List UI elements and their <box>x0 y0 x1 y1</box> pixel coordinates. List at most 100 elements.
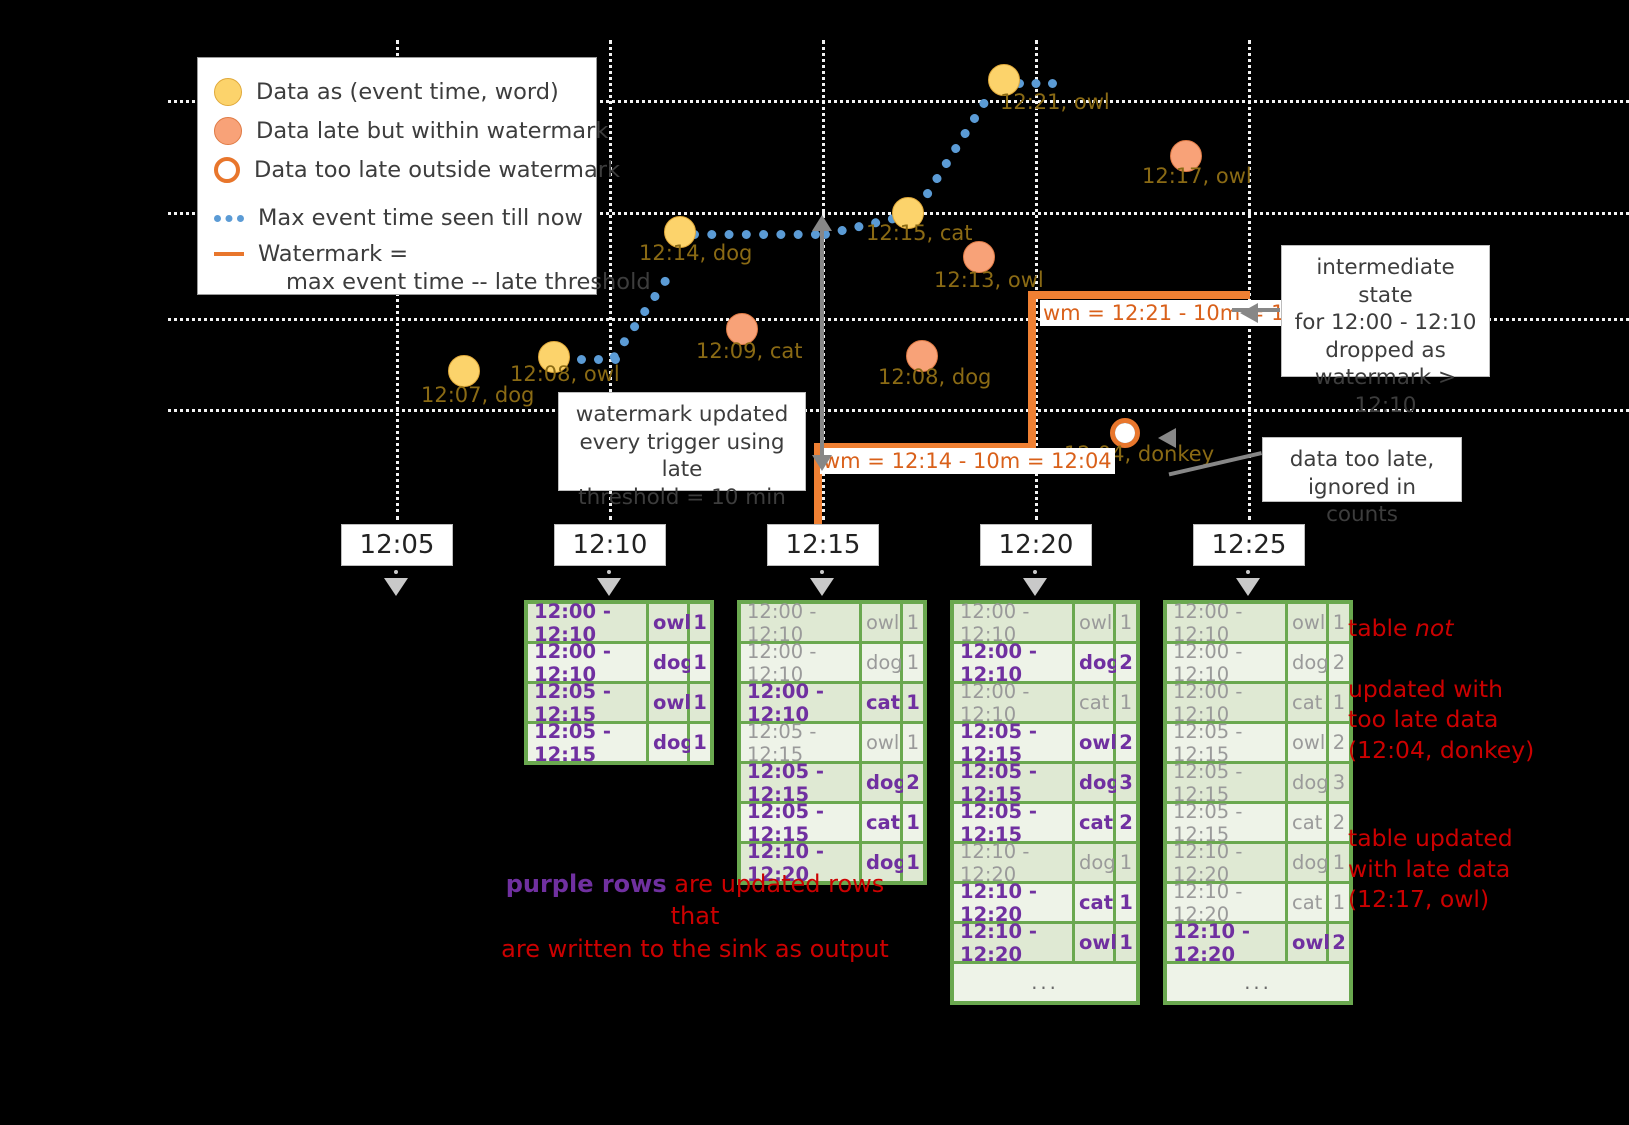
table-cell-count: 1 <box>903 804 923 841</box>
table-cell-count: 1 <box>690 684 710 721</box>
time-label-1225: 12:25 <box>1193 524 1305 566</box>
table-cell-count: 2 <box>903 764 923 801</box>
table-cell-word: dog <box>1075 764 1120 801</box>
note-purple-rows: purple rows are updated rows that are wr… <box>480 868 910 965</box>
table-cell-window: 12:00 - 12:10 <box>528 640 646 686</box>
table-cell-count: 1 <box>903 724 923 761</box>
note-purple-rest: are updated rows that are written to the… <box>501 870 889 963</box>
table-cell-window: 12:00 - 12:10 <box>741 640 859 686</box>
time-label-1205: 12:05 <box>341 524 453 566</box>
table-cell-window: 12:10 - 12:20 <box>1167 880 1285 926</box>
table-cell-word: owl <box>862 604 900 641</box>
table-cell-word: dog <box>649 644 694 681</box>
legend-label: Watermark = <box>258 241 409 267</box>
table-cell-window: 12:00 - 12:10 <box>528 600 646 646</box>
grid-hline <box>168 100 1629 103</box>
legend-item-watermark: Watermark = <box>214 239 580 269</box>
table-cell-count: 1 <box>1116 844 1136 881</box>
data-point-yellow[interactable] <box>892 197 924 229</box>
max-event-time-segment <box>1015 79 1057 88</box>
data-point-yellow[interactable] <box>988 64 1020 96</box>
table-row: ... <box>954 964 1136 1001</box>
time-label-1215: 12:15 <box>767 524 879 566</box>
table-cell-count: 2 <box>1116 804 1136 841</box>
table-cell-count: 1 <box>690 724 710 761</box>
table-cell-word: dog <box>862 644 903 681</box>
table-cell-word: cat <box>862 804 900 841</box>
note-not-updated: table not updated with too late data (12… <box>1348 582 1598 765</box>
data-point-label: 12:08, dog <box>878 365 992 389</box>
table-row: 12:00 - 12:10 dog 2 <box>1167 640 1349 686</box>
table-cell-word: owl <box>649 604 691 641</box>
table-cell-word: cat <box>1288 804 1326 841</box>
legend-label: Data late but within watermark <box>256 117 609 144</box>
table-cell-count: 2 <box>1329 724 1349 761</box>
watermark-line-horizontal <box>1028 291 1250 299</box>
table-row: 12:00 - 12:10 cat 1 <box>1167 680 1349 726</box>
legend-label: Data as (event time, word) <box>256 78 559 105</box>
data-point-late[interactable] <box>906 340 938 372</box>
table-cell-count: 2 <box>1329 644 1349 681</box>
data-point-late[interactable] <box>726 313 758 345</box>
table-row: 12:00 - 12:10 owl 1 <box>528 600 710 646</box>
table-cell-word: dog <box>1288 764 1329 801</box>
legend-item-data: Data as (event time, word) <box>214 72 580 111</box>
data-point-label: 12:14, dog <box>639 241 753 265</box>
table-row: 12:05 - 12:15 owl 1 <box>528 680 710 726</box>
callout-too-late-arrow-head <box>1158 428 1176 448</box>
table-row: 12:10 - 12:20 cat 1 <box>1167 880 1349 926</box>
watermark-line-vertical <box>814 443 822 538</box>
table-cell-window: 12:05 - 12:15 <box>741 800 859 846</box>
table-cell-word: owl <box>862 724 900 761</box>
table-cell-count: 1 <box>690 644 710 681</box>
trigger-arrow-head-down <box>812 455 832 471</box>
table-cell-word: dog <box>1075 844 1116 881</box>
table-cell-word: dog <box>862 764 907 801</box>
grid-vline <box>609 40 612 520</box>
table-cell-window: 12:05 - 12:15 <box>1167 800 1285 846</box>
legend-item-too-late: Data too late outside watermark <box>214 150 620 189</box>
result-table-1225: 12:00 - 12:10 owl 1 12:00 - 12:10 dog 2 12:00 … <box>1163 600 1353 1005</box>
table-cell-count: 1 <box>1329 844 1349 881</box>
table-row: 12:05 - 12:15 dog 2 <box>741 760 923 806</box>
table-cell-word: owl <box>1288 924 1330 961</box>
table-cell-window: 12:10 - 12:20 <box>741 840 859 886</box>
data-point-label: 12:09, cat <box>696 339 803 363</box>
table-row: 12:05 - 12:15 cat 2 <box>1167 800 1349 846</box>
data-point-late[interactable] <box>963 241 995 273</box>
table-cell-window: 12:10 - 12:20 <box>954 840 1072 886</box>
data-point-label: 12:21, owl <box>1000 90 1110 114</box>
data-point-late[interactable] <box>1170 140 1202 172</box>
table-cell-window: 12:00 - 12:10 <box>1167 600 1285 646</box>
table-row: 12:00 - 12:10 owl 1 <box>1167 600 1349 646</box>
table-row: 12:00 - 12:10 owl 1 <box>954 600 1136 646</box>
table-cell-window: 12:00 - 12:10 <box>954 600 1072 646</box>
table-cell-word: cat <box>1075 884 1113 921</box>
table-cell-window: 12:00 - 12:10 <box>954 640 1072 686</box>
max-event-time-segment <box>560 355 620 364</box>
table-cell-count: 1 <box>1116 684 1136 721</box>
data-point-too-late[interactable] <box>1110 418 1140 448</box>
table-cell-count: 1 <box>1116 884 1136 921</box>
table-cell-count: 1 <box>903 644 923 681</box>
table-row: 12:05 - 12:15 owl 1 <box>741 720 923 766</box>
trigger-arrow-head <box>812 215 832 231</box>
table-cell-count: 1 <box>1329 684 1349 721</box>
table-cell-window: 12:00 - 12:10 <box>1167 640 1285 686</box>
table-cell-window: 12:00 - 12:10 <box>954 680 1072 726</box>
data-point-yellow[interactable] <box>664 216 696 248</box>
data-point-label: 12:17, owl <box>1142 164 1252 188</box>
data-point-yellow[interactable] <box>448 355 480 387</box>
table-cell-count: 1 <box>1329 604 1349 641</box>
table-row: 12:00 - 12:10 cat 1 <box>741 680 923 726</box>
watermark-line-vertical <box>1028 291 1036 451</box>
table-cell-word: cat <box>1288 884 1326 921</box>
table-row: 12:10 - 12:20 dog 1 <box>954 840 1136 886</box>
legend-panel: Data as (event time, word) Data late but… <box>197 57 651 295</box>
table-cell-window: 12:00 - 12:10 <box>741 600 859 646</box>
table-cell-window: 12:10 - 12:20 <box>954 920 1072 966</box>
table-cell-count: 3 <box>1116 764 1136 801</box>
table-cell-count: 1 <box>690 604 710 641</box>
data-point-yellow[interactable] <box>538 341 570 373</box>
grid-hline <box>168 409 1629 412</box>
